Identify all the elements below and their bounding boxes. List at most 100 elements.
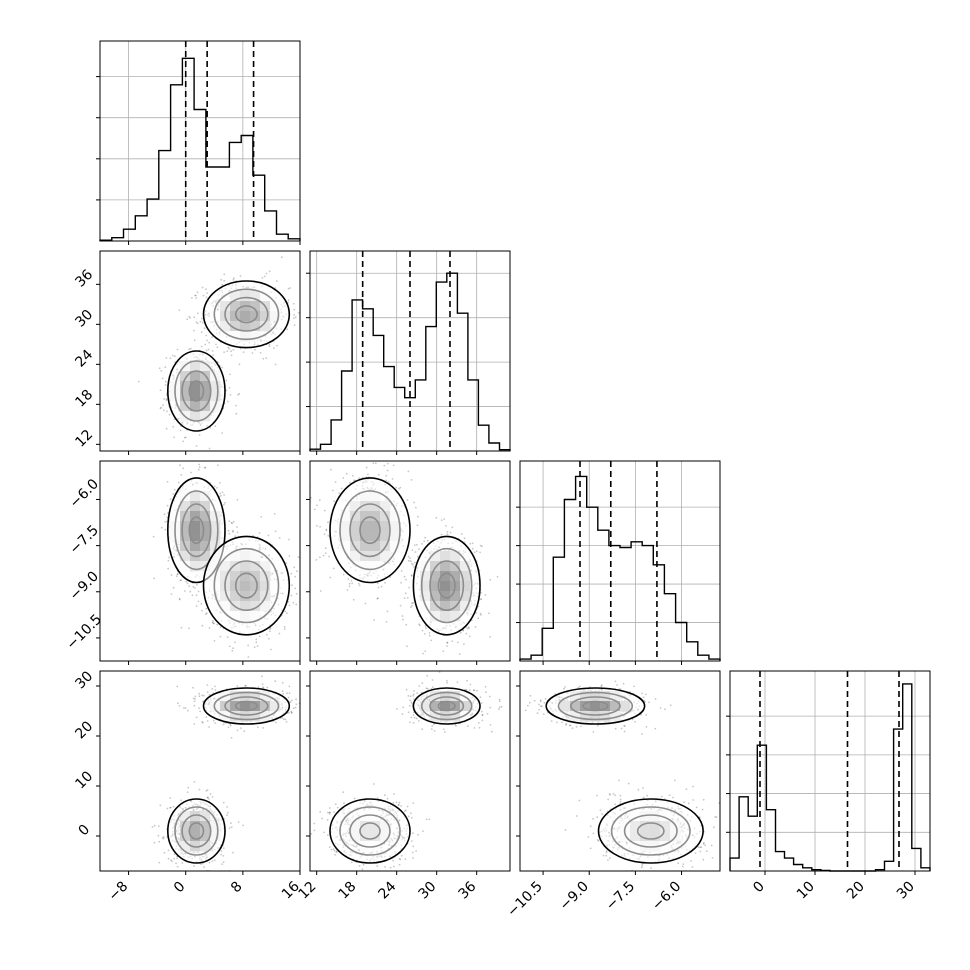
sample-point bbox=[489, 578, 492, 581]
sample-point bbox=[163, 851, 166, 854]
sample-point bbox=[416, 543, 418, 546]
sample-point bbox=[446, 533, 449, 536]
sample-point bbox=[163, 513, 166, 516]
sample-point bbox=[207, 348, 210, 351]
sample-point bbox=[200, 331, 203, 333]
sample-point bbox=[211, 336, 214, 338]
sample-point bbox=[206, 292, 209, 294]
sample-point bbox=[222, 847, 225, 849]
sample-point bbox=[182, 440, 185, 443]
sample-point bbox=[180, 799, 183, 802]
sample-point bbox=[469, 542, 472, 545]
sample-point bbox=[422, 652, 424, 655]
sample-point bbox=[159, 804, 162, 807]
sample-point bbox=[293, 324, 296, 326]
sample-point bbox=[198, 463, 201, 466]
sample-point bbox=[195, 294, 197, 297]
sample-point bbox=[268, 270, 271, 273]
sample-point bbox=[294, 587, 297, 590]
sample-point bbox=[166, 504, 169, 507]
sample-point bbox=[305, 570, 307, 572]
sample-point bbox=[170, 593, 173, 595]
sample-point bbox=[384, 581, 386, 584]
sample-point bbox=[204, 876, 206, 878]
sample-point bbox=[230, 822, 232, 825]
sample-point bbox=[174, 355, 176, 358]
sample-point bbox=[137, 380, 140, 383]
sample-point bbox=[228, 347, 231, 350]
sample-point bbox=[367, 473, 369, 476]
sample-point bbox=[176, 573, 179, 575]
sample-point bbox=[200, 602, 203, 605]
panel-2-0 bbox=[96, 454, 313, 665]
sample-point bbox=[203, 466, 206, 469]
sample-point bbox=[311, 580, 313, 582]
sample-point bbox=[225, 389, 228, 392]
sample-point bbox=[377, 452, 379, 454]
sample-point bbox=[162, 409, 165, 412]
sample-point bbox=[328, 555, 330, 558]
sample-point bbox=[229, 373, 231, 376]
sample-point bbox=[407, 470, 410, 473]
sample-point bbox=[435, 516, 438, 519]
sample-point bbox=[467, 626, 470, 629]
sample-point bbox=[230, 354, 233, 357]
sample-point bbox=[424, 650, 427, 652]
sample-point bbox=[193, 865, 196, 867]
sample-point bbox=[255, 641, 258, 644]
sample-point bbox=[425, 627, 427, 630]
sample-point bbox=[263, 275, 266, 278]
sample-point bbox=[212, 622, 215, 624]
sample-point bbox=[293, 314, 295, 316]
sample-point bbox=[234, 641, 236, 644]
sample-point bbox=[463, 671, 465, 673]
sample-point bbox=[153, 824, 156, 827]
sample-point bbox=[458, 653, 461, 655]
sample-point bbox=[243, 730, 246, 733]
sample-point bbox=[236, 498, 239, 501]
sample-point bbox=[219, 482, 221, 484]
sample-point bbox=[340, 487, 343, 490]
sample-point bbox=[253, 646, 256, 648]
sample-point bbox=[205, 607, 208, 610]
sample-point bbox=[164, 366, 167, 369]
sample-point bbox=[197, 454, 199, 456]
sample-point bbox=[413, 501, 415, 504]
sample-point bbox=[423, 633, 426, 635]
sample-point bbox=[221, 863, 224, 865]
sample-point bbox=[208, 726, 211, 728]
sample-point bbox=[285, 721, 288, 723]
sample-point bbox=[377, 586, 380, 589]
sample-point bbox=[201, 721, 204, 724]
sample-point bbox=[346, 589, 349, 591]
sample-point bbox=[237, 821, 240, 823]
sample-point bbox=[190, 471, 193, 474]
sample-point bbox=[259, 351, 262, 354]
sample-point bbox=[270, 648, 272, 651]
sample-point bbox=[291, 699, 293, 702]
sample-point bbox=[316, 525, 318, 527]
sample-point bbox=[216, 346, 219, 349]
sample-point bbox=[158, 861, 161, 864]
sample-point bbox=[413, 561, 416, 564]
sample-point bbox=[376, 582, 379, 585]
sample-point bbox=[322, 554, 325, 557]
sample-point bbox=[313, 508, 316, 511]
sample-point bbox=[301, 606, 303, 608]
sample-point bbox=[187, 786, 190, 789]
sample-point bbox=[179, 429, 182, 432]
sample-point bbox=[193, 339, 196, 342]
panel-frame bbox=[99, 250, 301, 452]
contour-line bbox=[412, 535, 481, 636]
sample-point bbox=[231, 522, 234, 525]
sample-point bbox=[176, 857, 179, 860]
sample-point bbox=[235, 412, 238, 415]
sample-point bbox=[209, 427, 212, 429]
sample-point bbox=[408, 586, 410, 589]
sample-point bbox=[227, 400, 229, 403]
sample-point bbox=[332, 567, 335, 570]
sample-point bbox=[284, 610, 287, 613]
sample-point bbox=[416, 555, 419, 558]
sample-point bbox=[358, 477, 360, 479]
sample-point bbox=[318, 499, 321, 502]
